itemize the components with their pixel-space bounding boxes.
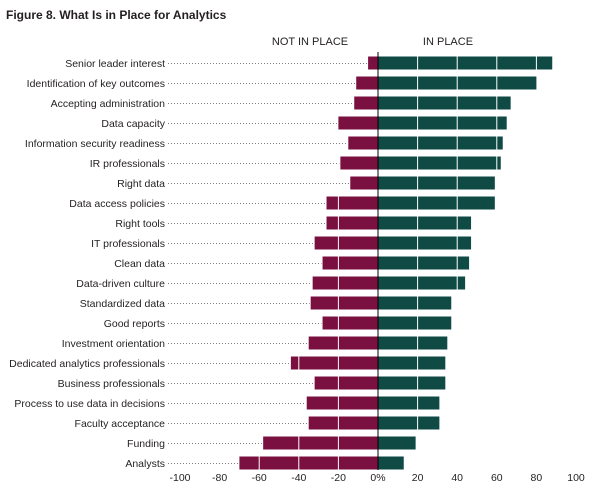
category-label: Right data: [117, 178, 165, 190]
x-tick-label: -100: [169, 472, 190, 484]
bar-not-in-place: [340, 156, 378, 170]
bar-in-place: [378, 456, 404, 470]
category-label: Information security readiness: [25, 138, 165, 150]
category-label: Faculty acceptance: [75, 418, 166, 430]
bar-in-place: [378, 376, 446, 390]
bar-in-place: [378, 416, 440, 430]
bar-in-place: [378, 436, 416, 450]
x-tick-label: -40: [291, 472, 306, 484]
bar-not-in-place: [322, 316, 378, 330]
x-tick-label: 100: [567, 472, 585, 484]
bar-in-place: [378, 336, 448, 350]
x-tick-label: -60: [252, 472, 267, 484]
bar-not-in-place: [310, 296, 378, 310]
bar-in-place: [378, 156, 501, 170]
x-tick-label: 60: [491, 472, 503, 484]
bar-not-in-place: [326, 196, 378, 210]
x-tick-label: -80: [212, 472, 227, 484]
bar-not-in-place: [312, 276, 378, 290]
bar-not-in-place: [306, 396, 378, 410]
bar-not-in-place: [314, 236, 378, 250]
bar-not-in-place: [348, 136, 378, 150]
category-label: Investment orientation: [62, 338, 165, 350]
x-tick-label: 20: [412, 472, 424, 484]
x-tick-label: 0%: [370, 472, 385, 484]
bar-in-place: [378, 276, 466, 290]
category-label: Process to use data in decisions: [14, 398, 165, 410]
bar-not-in-place: [326, 216, 378, 230]
bar-not-in-place: [239, 456, 378, 470]
category-label: Right tools: [115, 218, 165, 230]
category-label: Accepting administration: [51, 98, 166, 110]
bar-in-place: [378, 316, 452, 330]
bar-not-in-place: [308, 336, 378, 350]
bar-in-place: [378, 116, 507, 130]
bar-not-in-place: [290, 356, 378, 370]
category-label: Good reports: [104, 318, 165, 330]
category-label: IR professionals: [90, 158, 165, 170]
bar-not-in-place: [308, 416, 378, 430]
category-label: Standardized data: [80, 298, 165, 310]
bar-in-place: [378, 196, 495, 210]
bar-not-in-place: [354, 96, 378, 110]
bar-not-in-place: [322, 256, 378, 270]
bar-in-place: [378, 256, 470, 270]
x-tick-label: 40: [451, 472, 463, 484]
x-tick-label: 80: [531, 472, 543, 484]
category-label: Dedicated analytics professionals: [9, 358, 165, 370]
category-label: IT professionals: [91, 238, 165, 250]
bar-in-place: [378, 96, 511, 110]
category-label: Analysts: [125, 458, 165, 470]
bar-not-in-place: [368, 56, 378, 70]
bar-in-place: [378, 296, 452, 310]
bar-in-place: [378, 356, 446, 370]
bar-in-place: [378, 236, 472, 250]
category-label: Data-driven culture: [76, 278, 165, 290]
category-label: Senior leader interest: [65, 58, 165, 70]
bar-not-in-place: [350, 176, 378, 190]
bar-not-in-place: [263, 436, 378, 450]
bar-not-in-place: [314, 376, 378, 390]
bar-not-in-place: [356, 76, 378, 90]
category-label: Data access policies: [69, 198, 165, 210]
bar-in-place: [378, 56, 553, 70]
x-tick-label: -20: [331, 472, 346, 484]
category-label: Data capacity: [101, 118, 165, 130]
section-label-in-place: IN PLACE: [423, 36, 473, 48]
section-label-not-in-place: NOT IN PLACE: [272, 36, 348, 48]
bar-in-place: [378, 136, 503, 150]
figure-title: Figure 8. What Is in Place for Analytics: [6, 8, 227, 22]
bar-in-place: [378, 216, 472, 230]
category-label: Funding: [127, 438, 165, 450]
category-label: Clean data: [114, 258, 165, 270]
bar-in-place: [378, 396, 440, 410]
category-label: Business professionals: [58, 378, 165, 390]
category-label: Identification of key outcomes: [27, 78, 165, 90]
bar-not-in-place: [338, 116, 378, 130]
bar-in-place: [378, 176, 495, 190]
